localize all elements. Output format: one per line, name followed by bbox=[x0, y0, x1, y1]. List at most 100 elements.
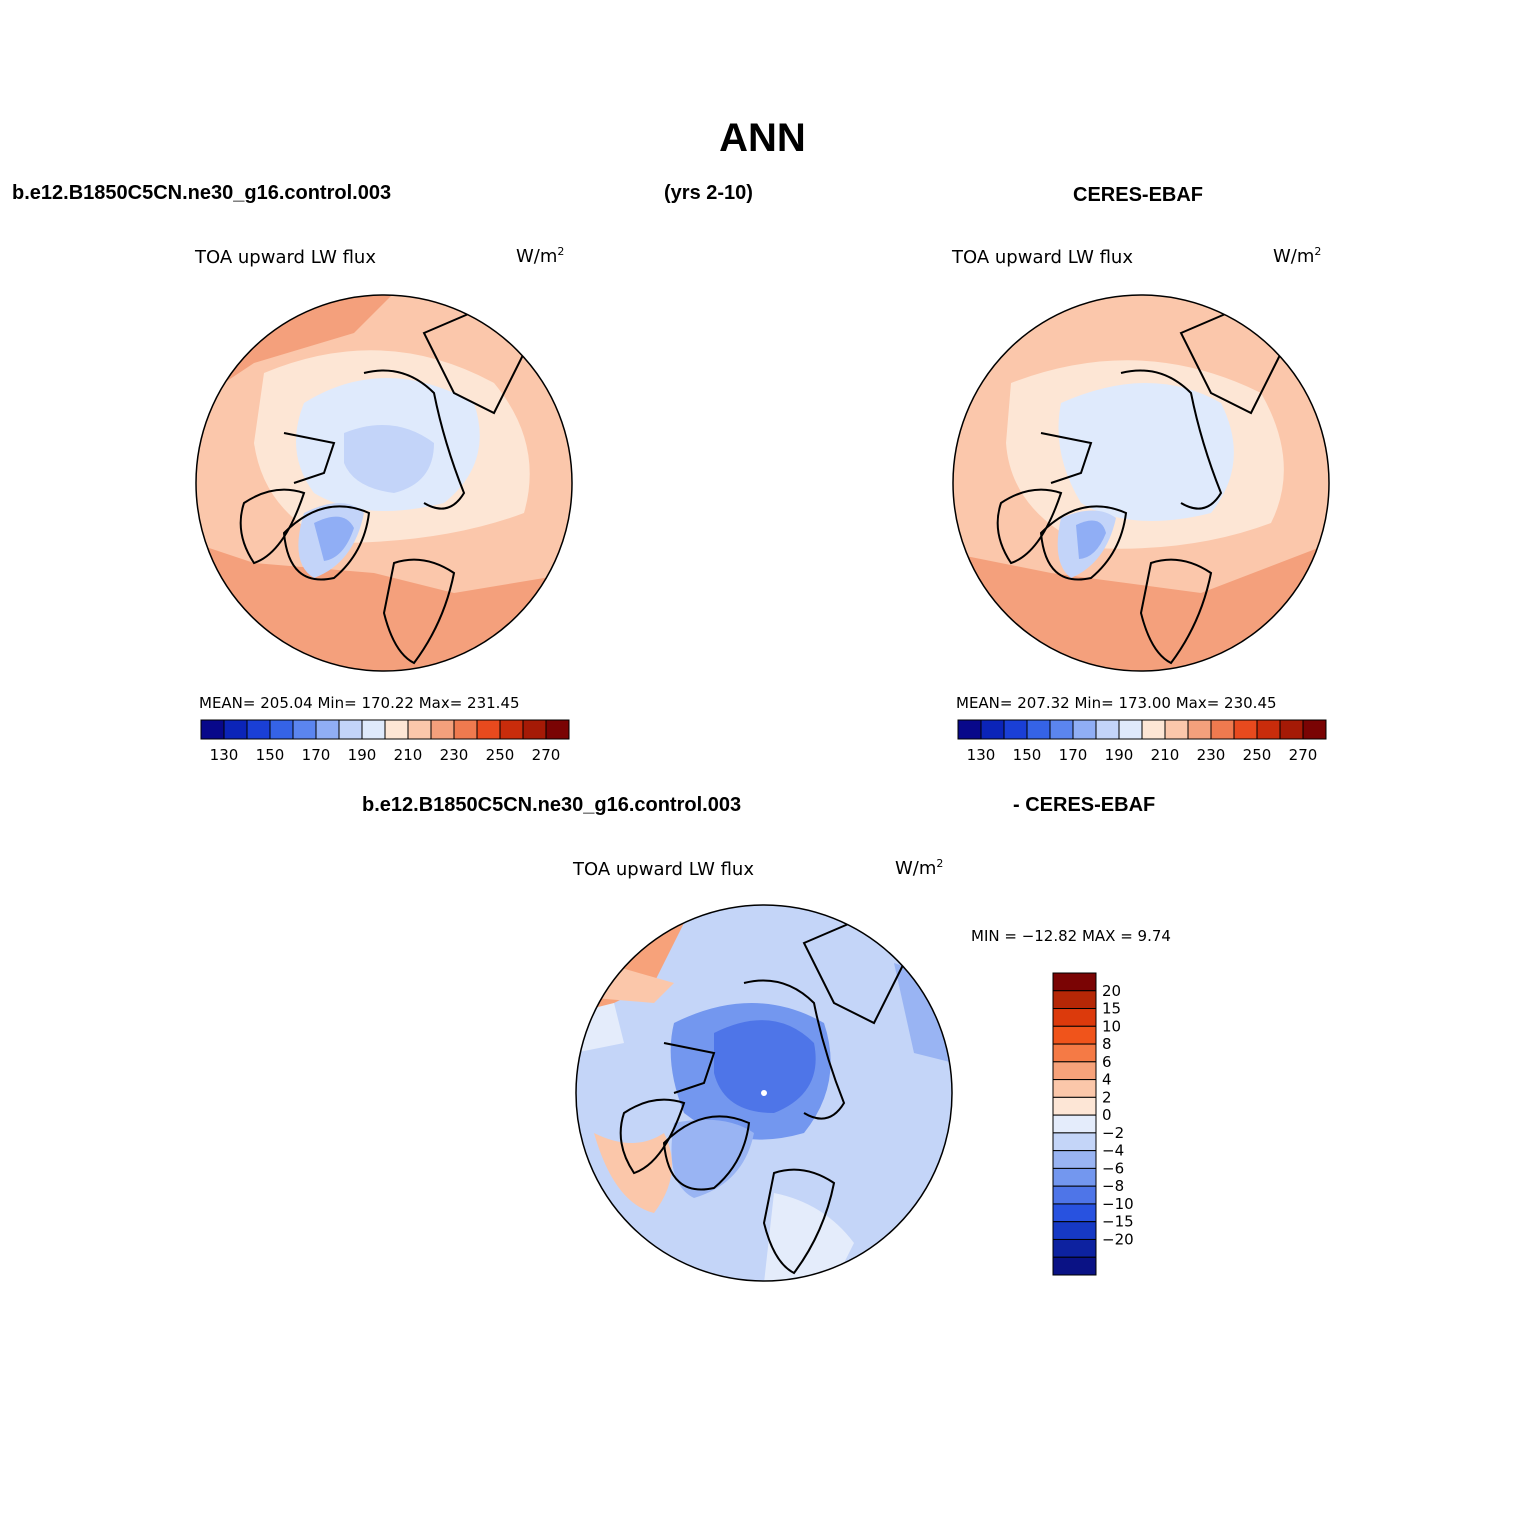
colorbar-swatch bbox=[453, 719, 478, 740]
colorbar-swatch bbox=[361, 719, 386, 740]
diff-colorbar-swatch bbox=[1052, 1203, 1097, 1223]
colorbar-swatch bbox=[1302, 719, 1327, 740]
model-polar-map bbox=[195, 294, 573, 672]
diff-colorbar-swatch bbox=[1052, 1256, 1097, 1276]
diff-colorbar-tick-label: 6 bbox=[1102, 1053, 1112, 1071]
colorbar-swatch bbox=[1049, 719, 1074, 740]
colorbar-swatch bbox=[1095, 719, 1120, 740]
diff-colorbar-tick-label: −20 bbox=[1102, 1230, 1134, 1248]
colorbar-swatch bbox=[545, 719, 570, 740]
diff-colorbar-swatch bbox=[1052, 1132, 1097, 1152]
obs-variable-label: TOA upward LW flux bbox=[952, 247, 1133, 268]
diff-colorbar-swatch bbox=[1052, 1150, 1097, 1169]
colorbar-tick-label: 190 bbox=[348, 746, 377, 764]
colorbar-swatch bbox=[476, 719, 501, 740]
colorbar-swatch bbox=[980, 719, 1005, 740]
diff-colorbar-swatch bbox=[1052, 1221, 1097, 1240]
colorbar-swatch bbox=[957, 719, 982, 740]
years-label: (yrs 2-10) bbox=[664, 182, 753, 204]
diff-colorbar-tick-label: 15 bbox=[1102, 1000, 1121, 1018]
diff-colorbar-swatch bbox=[1052, 1096, 1097, 1116]
diff-colorbar-tick-label: −4 bbox=[1102, 1142, 1124, 1160]
colorbar-swatch bbox=[200, 719, 225, 740]
diff-colorbar-tick-label: −2 bbox=[1102, 1124, 1124, 1142]
diff-obs-name-label: - CERES-EBAF bbox=[1013, 794, 1156, 816]
diff-colorbar-tick-label: −6 bbox=[1102, 1159, 1124, 1177]
colorbar-swatch bbox=[384, 719, 409, 740]
diff-colorbar-tick-label: 2 bbox=[1102, 1088, 1112, 1106]
colorbar-swatch bbox=[1164, 719, 1189, 740]
diff-colorbar-tick-label: −8 bbox=[1102, 1177, 1124, 1195]
colorbar-swatch bbox=[1233, 719, 1258, 740]
diff-colorbar-swatch bbox=[1052, 1114, 1097, 1134]
diff-case-name-label: b.e12.B1850C5CN.ne30_g16.control.003 bbox=[362, 794, 742, 816]
diff-colorbar-swatch bbox=[1052, 1185, 1097, 1205]
diff-colorbar-swatch bbox=[1052, 990, 1097, 1010]
colorbar-swatch bbox=[315, 719, 340, 740]
colorbar-swatch bbox=[1118, 719, 1143, 740]
model-stats: MEAN= 205.04 Min= 170.22 Max= 231.45 bbox=[199, 694, 520, 712]
diff-colorbar-tick-label: −10 bbox=[1102, 1195, 1134, 1213]
diff-colorbar-tick-label: 8 bbox=[1102, 1035, 1112, 1053]
case-name-label: b.e12.B1850C5CN.ne30_g16.control.003 bbox=[12, 182, 392, 204]
colorbar-tick-label: 170 bbox=[302, 746, 331, 764]
colorbar-swatch bbox=[223, 719, 248, 740]
colorbar-swatch bbox=[430, 719, 455, 740]
diff-colorbar-tick-label: 4 bbox=[1102, 1071, 1112, 1089]
colorbar-swatch bbox=[292, 719, 317, 740]
colorbar-swatch bbox=[1072, 719, 1097, 740]
colorbar-swatch bbox=[522, 719, 547, 740]
colorbar-swatch bbox=[1026, 719, 1051, 740]
colorbar-swatch bbox=[407, 719, 432, 740]
obs-units-label: W/m2 bbox=[1273, 245, 1322, 267]
diff-colorbar-swatch bbox=[1052, 1025, 1097, 1045]
diff-colorbar-swatch bbox=[1052, 1238, 1097, 1258]
colorbar-tick-label: 130 bbox=[210, 746, 239, 764]
diff-variable-label: TOA upward LW flux bbox=[573, 859, 754, 880]
diff-units-label: W/m2 bbox=[895, 857, 944, 879]
colorbar-tick-label: 270 bbox=[532, 746, 561, 764]
colorbar-swatch bbox=[1210, 719, 1235, 740]
obs-polar-map bbox=[952, 294, 1330, 672]
diff-colorbar-swatch bbox=[1052, 1167, 1097, 1187]
colorbar-tick-label: 170 bbox=[1059, 746, 1088, 764]
obs-name-label: CERES-EBAF bbox=[1073, 184, 1204, 206]
diff-colorbar-tick-label: 10 bbox=[1102, 1017, 1121, 1035]
diff-colorbar-swatch bbox=[1052, 972, 1097, 992]
colorbar-swatch bbox=[1141, 719, 1166, 740]
colorbar-tick-label: 250 bbox=[486, 746, 515, 764]
colorbar-tick-label: 250 bbox=[1243, 746, 1272, 764]
model-variable-label: TOA upward LW flux bbox=[195, 247, 376, 268]
diff-stats: MIN = −12.82 MAX = 9.74 bbox=[971, 927, 1171, 945]
colorbar-tick-label: 270 bbox=[1289, 746, 1318, 764]
colorbar-swatch bbox=[1256, 719, 1281, 740]
diff-polar-map bbox=[575, 904, 953, 1282]
colorbar-tick-label: 230 bbox=[440, 746, 469, 764]
colorbar-tick-label: 150 bbox=[1013, 746, 1042, 764]
diff-colorbar-tick-label: −15 bbox=[1102, 1213, 1134, 1231]
colorbar-tick-label: 210 bbox=[1151, 746, 1180, 764]
diff-colorbar-swatch bbox=[1052, 1043, 1097, 1063]
page-title: ANN bbox=[719, 116, 806, 160]
diff-colorbar-swatch bbox=[1052, 1061, 1097, 1081]
colorbar-tick-label: 230 bbox=[1197, 746, 1226, 764]
diff-colorbar-tick-label: 0 bbox=[1102, 1106, 1112, 1124]
colorbar-tick-label: 190 bbox=[1105, 746, 1134, 764]
colorbar-swatch bbox=[338, 719, 363, 740]
obs-colorbar: 130 150 170 190 210 230 250 270 bbox=[957, 719, 1327, 764]
colorbar-tick-label: 210 bbox=[394, 746, 423, 764]
model-units-label: W/m2 bbox=[516, 245, 565, 267]
colorbar-swatch bbox=[1279, 719, 1304, 740]
diff-colorbar-swatch bbox=[1052, 1008, 1097, 1027]
diff-colorbar-swatch bbox=[1052, 1079, 1097, 1098]
colorbar-tick-label: 130 bbox=[967, 746, 996, 764]
colorbar-swatch bbox=[1187, 719, 1212, 740]
obs-stats: MEAN= 207.32 Min= 173.00 Max= 230.45 bbox=[956, 694, 1277, 712]
colorbar-tick-label: 150 bbox=[256, 746, 285, 764]
diff-colorbar-tick-label: 20 bbox=[1102, 982, 1121, 1000]
colorbar-swatch bbox=[246, 719, 271, 740]
colorbar-swatch bbox=[269, 719, 294, 740]
model-colorbar: 130 150 170 190 210 230 250 270 bbox=[200, 719, 570, 764]
colorbar-swatch bbox=[499, 719, 524, 740]
